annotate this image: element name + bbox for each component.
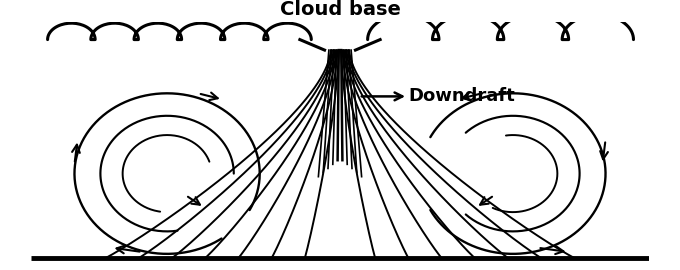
Text: Downdraft: Downdraft xyxy=(362,87,515,105)
Text: Cloud base: Cloud base xyxy=(279,0,401,19)
